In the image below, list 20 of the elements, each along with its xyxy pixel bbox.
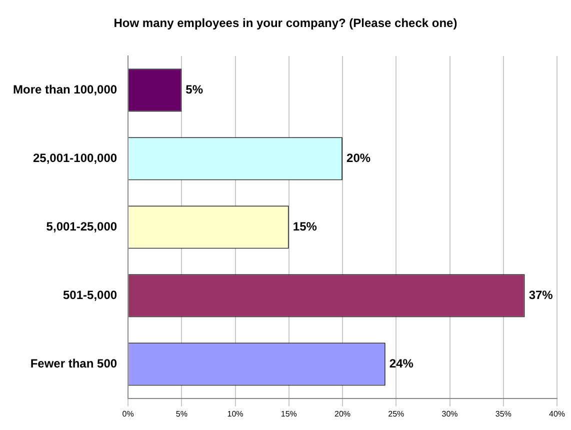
x-tick-label: 30% (442, 409, 458, 418)
x-tick-label: 35% (495, 409, 512, 418)
x-tick-label: 5% (176, 409, 188, 418)
y-tick-label: 5,001-25,000 (46, 220, 118, 234)
x-tick-label: 40% (548, 409, 566, 418)
data-label: 24% (389, 356, 414, 370)
x-tick-label: 25% (388, 409, 404, 418)
x-tick-label: 0% (122, 409, 134, 418)
data-label: 37% (528, 288, 554, 302)
data-label: 15% (292, 220, 318, 234)
y-tick-label: More than 100,000 (13, 82, 118, 97)
chart-title: How many employees in your company? (Please check one) (112, 16, 458, 32)
x-tick-label: 15% (280, 409, 297, 418)
y-tick-label: 25,001-100,000 (32, 151, 118, 166)
x-tick-label: 20% (334, 409, 351, 418)
y-tick-label: 501-5,000 (63, 288, 118, 302)
data-label: 5% (186, 82, 204, 97)
y-tick-label: Fewer than 500 (30, 356, 118, 370)
x-tick-label: 10% (227, 409, 244, 418)
data-label: 20% (346, 151, 371, 166)
